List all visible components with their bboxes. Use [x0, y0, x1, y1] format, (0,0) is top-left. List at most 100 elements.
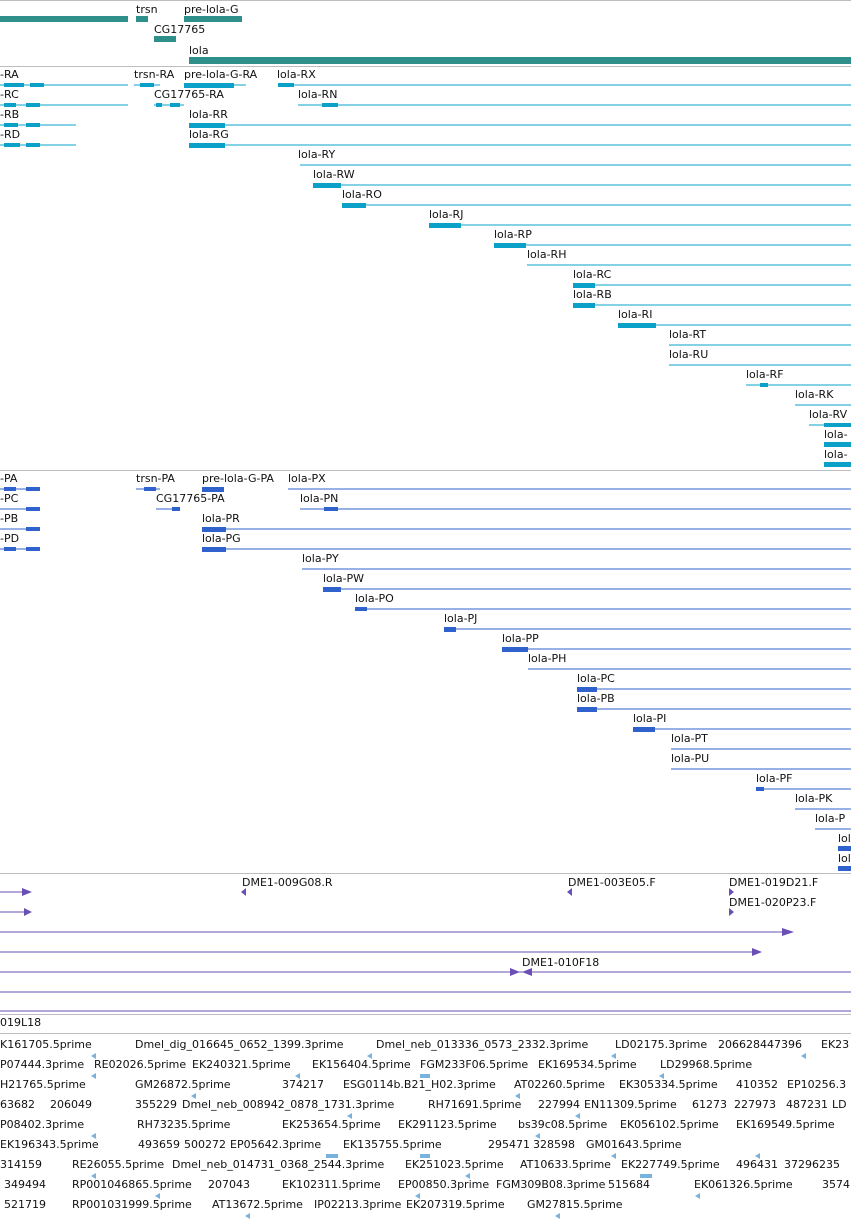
transcript-label[interactable]: lola-RR	[189, 108, 228, 121]
protein-label[interactable]: -PA	[0, 472, 18, 485]
clone-label[interactable]: DME1-010F18	[522, 956, 600, 969]
protein-label[interactable]: lola-PY	[302, 552, 339, 565]
est-label[interactable]: EP10256.3	[787, 1078, 847, 1091]
protein-label[interactable]: lola-PG	[202, 532, 241, 545]
transcript-label[interactable]: lola-RB	[573, 288, 612, 301]
est-label[interactable]: EK061326.5prime	[694, 1178, 793, 1191]
protein-label[interactable]: lola-PH	[528, 652, 567, 665]
transcript-label[interactable]: lola-RF	[746, 368, 784, 381]
est-label[interactable]: 227973	[734, 1098, 776, 1111]
est-label[interactable]: Dmel_neb_014731_0368_2544.3prime	[172, 1158, 385, 1171]
est-label[interactable]: ESG0114b.B21_H02.3prime	[343, 1078, 496, 1091]
transcript-label[interactable]: lola-RV	[809, 408, 848, 421]
protein-label[interactable]: pre-lola-G-PA	[202, 472, 274, 485]
protein-label[interactable]: lola-PT	[671, 732, 708, 745]
gene-label-pre-lola-g[interactable]: pre-lola-G	[184, 3, 239, 16]
protein-label[interactable]: lola-PI	[633, 712, 667, 725]
est-label[interactable]: 206049	[50, 1098, 92, 1111]
est-label[interactable]: 207043	[208, 1178, 250, 1191]
est-label[interactable]: EK240321.5prime	[192, 1058, 291, 1071]
est-label[interactable]: GM27815.5prime	[527, 1198, 623, 1211]
est-label[interactable]: EK196343.5prime	[0, 1138, 99, 1151]
protein-label[interactable]: lola-PP	[502, 632, 539, 645]
transcript-label[interactable]: lola-RC	[573, 268, 612, 281]
transcript-label[interactable]: lola-RP	[494, 228, 532, 241]
transcript-label[interactable]: lola-RI	[618, 308, 653, 321]
clone-label[interactable]: DME1-019D21.F	[729, 876, 819, 889]
transcript-label[interactable]: lola-	[824, 448, 848, 461]
transcript-label[interactable]: lola-RG	[189, 128, 229, 141]
est-label[interactable]: AT13672.5prime	[212, 1198, 303, 1211]
est-label[interactable]: AT02260.5prime	[514, 1078, 605, 1091]
est-label[interactable]: RP001031999.5prime	[72, 1198, 192, 1211]
protein-label[interactable]: lola-PC	[577, 672, 615, 685]
transcript-label[interactable]: -RD	[0, 128, 21, 141]
transcript-label[interactable]: lola-RY	[298, 148, 336, 161]
protein-label[interactable]: lola-PW	[323, 572, 365, 585]
est-label[interactable]: Dmel_neb_008942_0878_1731.3prime	[182, 1098, 395, 1111]
est-label[interactable]: 355229	[135, 1098, 177, 1111]
gene-trsn-bar[interactable]	[136, 16, 148, 22]
est-label[interactable]: EK169549.5prime	[736, 1118, 835, 1131]
est-label[interactable]: Dmel_neb_013336_0573_2332.3prime	[376, 1038, 589, 1051]
est-label[interactable]: 410352	[736, 1078, 778, 1091]
protein-label[interactable]: lola-PX	[288, 472, 326, 485]
transcript-label[interactable]: CG17765-RA	[154, 88, 224, 101]
est-label[interactable]: EK251023.5prime	[405, 1158, 504, 1171]
est-label[interactable]: 37296235	[784, 1158, 840, 1171]
transcript-label[interactable]: lola-RH	[527, 248, 567, 261]
est-label[interactable]: EK056102.5prime	[620, 1118, 719, 1131]
est-label[interactable]: EP00850.3prime	[398, 1178, 490, 1191]
transcript-label[interactable]: -RC	[0, 88, 19, 101]
protein-label[interactable]: -PD	[0, 532, 20, 545]
est-label[interactable]: 206628447396	[718, 1038, 802, 1051]
clone-label[interactable]: 019L18	[0, 1016, 42, 1029]
transcript-label[interactable]: lola-RK	[795, 388, 834, 401]
protein-label[interactable]: lola-PJ	[444, 612, 478, 625]
est-label[interactable]: RH73235.5prime	[137, 1118, 231, 1131]
est-label[interactable]: RH71691.5prime	[428, 1098, 522, 1111]
est-label[interactable]: RP001046865.5prime	[72, 1178, 192, 1191]
est-label[interactable]: LD02175.3prime	[615, 1038, 708, 1051]
protein-label[interactable]: CG17765-PA	[156, 492, 225, 505]
est-label[interactable]: EK305334.5prime	[619, 1078, 718, 1091]
protein-label[interactable]: lola-PN	[300, 492, 339, 505]
est-label[interactable]: EK135755.5prime	[343, 1138, 442, 1151]
est-label[interactable]: 227994	[538, 1098, 580, 1111]
protein-label[interactable]: lola-P	[815, 812, 846, 825]
est-label[interactable]: 314159	[0, 1158, 42, 1171]
transcript-label[interactable]: lola-RN	[298, 88, 338, 101]
protein-label[interactable]: lola-PK	[795, 792, 833, 805]
est-label[interactable]: FGM233F06.5prime	[420, 1058, 529, 1071]
est-label[interactable]: 295471	[488, 1138, 530, 1151]
gene-label-cg17765[interactable]: CG17765	[154, 23, 206, 36]
est-label[interactable]: 374217	[282, 1078, 324, 1091]
est-label[interactable]: EK156404.5prime	[312, 1058, 411, 1071]
est-label[interactable]: 500272	[184, 1138, 226, 1151]
gene-label-trsn[interactable]: trsn	[136, 3, 158, 16]
est-label[interactable]: 487231	[786, 1098, 828, 1111]
gene-pre-lola-g-bar[interactable]	[184, 16, 242, 22]
est-label[interactable]: P08402.3prime	[0, 1118, 85, 1131]
est-label[interactable]: LD	[832, 1098, 847, 1111]
transcript-label[interactable]: lola-RX	[277, 68, 316, 81]
est-label[interactable]: LD29968.5prime	[660, 1058, 753, 1071]
est-label[interactable]: EN11309.5prime	[584, 1098, 677, 1111]
transcript-label[interactable]: lola-	[824, 428, 848, 441]
est-label[interactable]: 328598	[533, 1138, 575, 1151]
est-label[interactable]: RE02026.5prime	[94, 1058, 187, 1071]
transcript-label[interactable]: trsn-RA	[134, 68, 175, 81]
transcript-label[interactable]: -RB	[0, 108, 20, 121]
protein-label[interactable]: lol	[838, 852, 851, 865]
transcript-label[interactable]: lola-RJ	[429, 208, 464, 221]
protein-label[interactable]: lola-PF	[756, 772, 793, 785]
clone-label[interactable]: DME1-003E05.F	[568, 876, 656, 889]
transcript-label[interactable]: lola-RT	[669, 328, 707, 341]
est-label[interactable]: RE26055.5prime	[72, 1158, 165, 1171]
protein-label[interactable]: lol	[838, 832, 851, 845]
est-label[interactable]: 515684	[608, 1178, 650, 1191]
est-label[interactable]: K161705.5prime	[0, 1038, 92, 1051]
est-label[interactable]: EK169534.5prime	[538, 1058, 637, 1071]
transcript-label[interactable]: -RA	[0, 68, 19, 81]
transcript-label[interactable]: lola-RO	[342, 188, 382, 201]
